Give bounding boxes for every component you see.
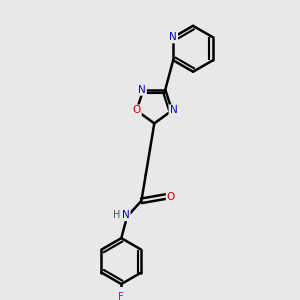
Text: N: N [169, 106, 177, 116]
Text: O: O [167, 191, 175, 202]
Text: O: O [132, 106, 141, 116]
Text: H: H [113, 210, 121, 220]
Text: N: N [122, 210, 130, 220]
Text: N: N [138, 85, 146, 94]
Text: N: N [169, 32, 177, 42]
Text: F: F [118, 292, 124, 300]
